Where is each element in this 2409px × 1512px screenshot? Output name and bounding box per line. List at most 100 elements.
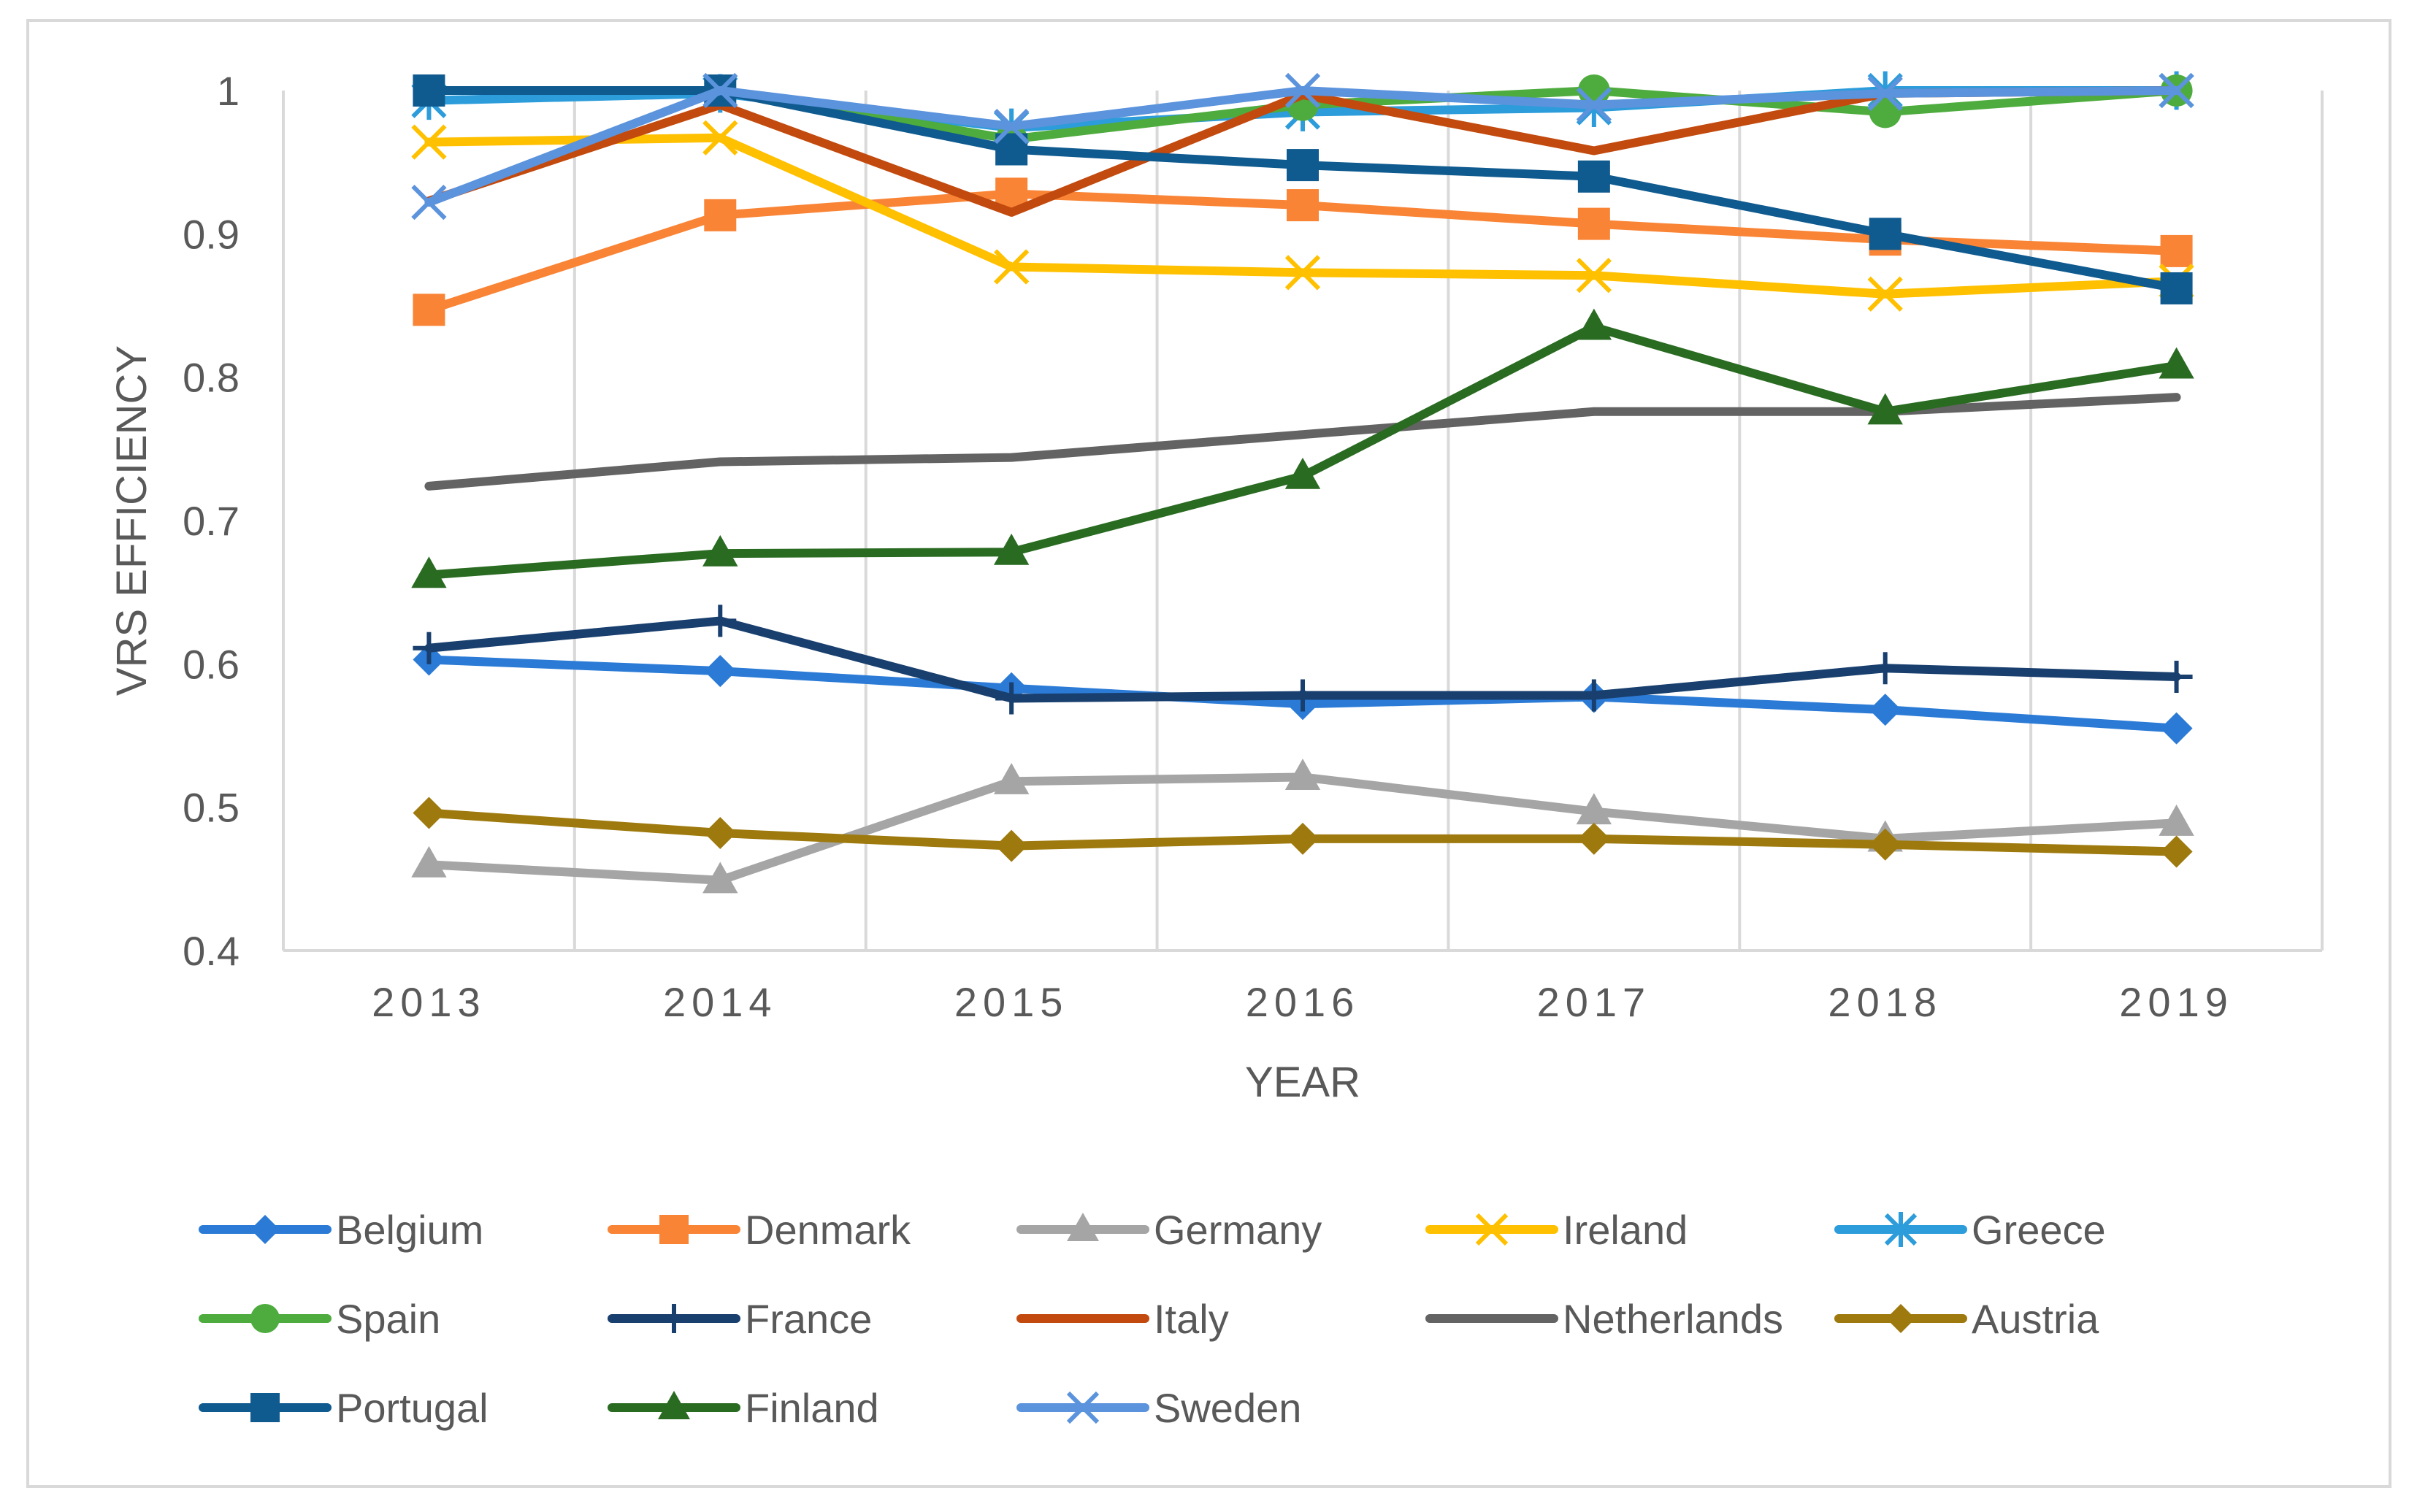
series-lines [411, 71, 2194, 894]
legend-label-netherlands: Netherlands [1563, 1296, 1783, 1342]
data-point-ireland [994, 249, 1030, 285]
legend-marker-denmark [659, 1215, 689, 1244]
data-point-ireland [1284, 255, 1321, 291]
data-point-sweden [702, 72, 738, 109]
data-point-germany [2159, 804, 2194, 836]
legend-item-germany: Germany [1016, 1207, 1322, 1253]
x-tick-label: 2019 [2119, 979, 2234, 1025]
series-sweden [411, 72, 2194, 220]
data-point-austria [995, 829, 1028, 862]
legend-item-austria: Austria [1834, 1296, 2099, 1342]
data-point-denmark [2160, 234, 2193, 267]
data-point-belgium [1869, 694, 1901, 726]
x-tick-label: 2015 [954, 979, 1069, 1025]
data-point-france [1577, 679, 1610, 712]
data-point-denmark [1577, 207, 1610, 240]
data-point-portugal [1577, 160, 1610, 193]
legend-label-italy: Italy [1154, 1296, 1229, 1342]
data-point-sweden [2159, 72, 2194, 109]
data-point-ireland [1576, 258, 1612, 293]
data-point-austria [2160, 835, 2193, 868]
data-point-spain [1869, 96, 1901, 128]
legend-marker-finland [658, 1391, 690, 1419]
x-tick-label: 2014 [663, 979, 778, 1025]
legend-marker-portugal [250, 1393, 280, 1422]
data-point-belgium [2160, 712, 2193, 745]
data-point-france [1869, 652, 1901, 685]
data-point-denmark [413, 293, 445, 326]
legend-marker-belgium [250, 1215, 280, 1244]
x-axis-title: YEAR [1245, 1059, 1360, 1106]
legend-label-austria: Austria [1972, 1296, 2099, 1342]
y-tick-label: 0.9 [183, 211, 240, 257]
legend: Belgium Denmark Germany Ireland Greece Spain F… [199, 1207, 2106, 1431]
data-point-sweden [411, 185, 447, 220]
legend-label-greece: Greece [1972, 1207, 2106, 1253]
legend-item-france: France [608, 1296, 872, 1342]
data-point-finland [411, 556, 447, 588]
legend-marker-sweden [1066, 1391, 1100, 1424]
y-tick-label: 0.5 [183, 785, 240, 831]
data-point-portugal [2160, 272, 2193, 304]
data-point-ireland [1867, 276, 1903, 312]
data-point-denmark [704, 199, 737, 231]
data-point-france [995, 682, 1028, 715]
x-tick-label: 2018 [1828, 979, 1942, 1025]
x-tick-label: 2013 [372, 979, 486, 1025]
legend-item-netherlands: Netherlands [1425, 1296, 1783, 1342]
data-point-finland [702, 534, 738, 567]
data-point-ireland [411, 124, 447, 160]
legend-item-italy: Italy [1016, 1296, 1229, 1342]
data-point-austria [704, 817, 737, 850]
series-finland [411, 308, 2194, 588]
data-point-finland [1867, 393, 1903, 425]
series-france [413, 605, 2193, 715]
series-austria [413, 797, 2193, 868]
data-point-austria [1869, 828, 1901, 861]
data-point-germany [411, 845, 447, 878]
legend-label-sweden: Sweden [1154, 1385, 1301, 1431]
data-point-sweden [1867, 75, 1903, 112]
data-point-finland [993, 533, 1030, 565]
y-tick-label: 0.7 [183, 498, 240, 544]
data-point-germany [702, 861, 738, 894]
legend-label-ireland: Ireland [1563, 1207, 1688, 1253]
legend-item-finland: Finland [608, 1385, 879, 1431]
legend-label-france: France [745, 1296, 872, 1342]
legend-item-ireland: Ireland [1425, 1207, 1688, 1253]
data-point-austria [413, 797, 445, 829]
legend-label-belgium: Belgium [336, 1207, 483, 1253]
data-point-sweden [1576, 87, 1612, 123]
data-point-france [704, 605, 737, 637]
data-point-ireland [702, 120, 738, 156]
legend-label-finland: Finland [745, 1385, 879, 1431]
data-point-france [413, 632, 445, 664]
data-point-portugal [1287, 149, 1319, 182]
y-axis-title: VRS EFFICIENCY [108, 345, 156, 696]
legend-label-portugal: Portugal [336, 1385, 489, 1431]
legend-marker-spain [250, 1304, 280, 1333]
legend-label-germany: Germany [1154, 1207, 1322, 1253]
data-point-sweden [1284, 72, 1321, 109]
legend-item-portugal: Portugal [199, 1385, 489, 1431]
x-tick-label: 2016 [1246, 979, 1360, 1025]
legend-marker-ireland [1475, 1213, 1509, 1246]
data-point-finland [2159, 347, 2194, 379]
y-tick-label: 1 [217, 68, 240, 114]
data-point-france [2160, 661, 2193, 694]
axes: 0.4 0.5 0.6 0.7 0.8 0.9 1 2013 2014 2015 2016 2017 2… [108, 68, 2322, 1106]
legend-marker-germany [1067, 1213, 1099, 1241]
legend-item-sweden: Sweden [1016, 1385, 1301, 1431]
chart-border [26, 19, 2391, 1488]
data-point-austria [1287, 822, 1319, 855]
legend-label-spain: Spain [336, 1296, 440, 1342]
legend-item-spain: Spain [199, 1296, 440, 1342]
data-point-germany [1284, 759, 1321, 791]
y-tick-label: 0.4 [183, 928, 240, 974]
legend-marker-greece [1884, 1212, 1918, 1247]
series-ireland [411, 120, 2194, 312]
data-point-france [1287, 679, 1319, 712]
data-point-belgium [704, 655, 737, 688]
